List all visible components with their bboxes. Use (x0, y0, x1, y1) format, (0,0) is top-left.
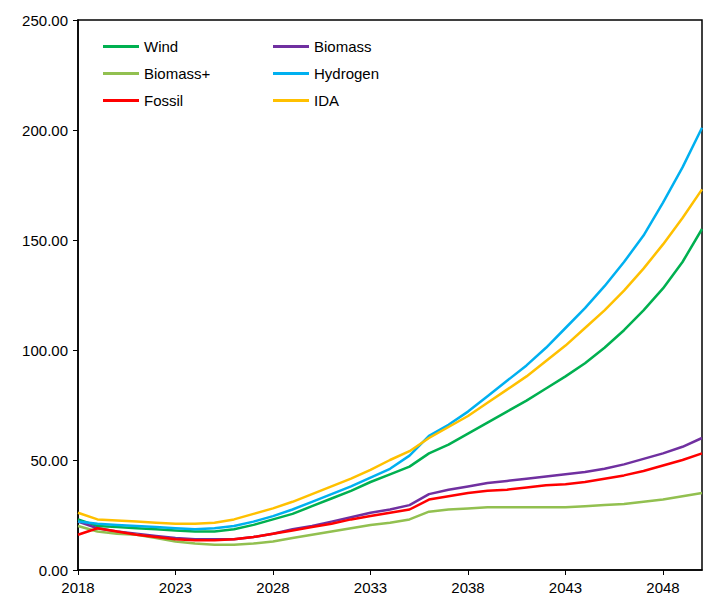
svg-text:2038: 2038 (451, 579, 484, 596)
svg-text:2023: 2023 (159, 579, 192, 596)
svg-text:Wind: Wind (144, 38, 178, 55)
svg-text:2048: 2048 (646, 579, 679, 596)
svg-text:50.00: 50.00 (30, 452, 68, 469)
svg-text:IDA: IDA (314, 92, 339, 109)
svg-text:Biomass: Biomass (314, 38, 372, 55)
svg-text:2033: 2033 (354, 579, 387, 596)
svg-text:Fossil: Fossil (144, 92, 183, 109)
svg-text:2018: 2018 (61, 579, 94, 596)
svg-text:2043: 2043 (549, 579, 582, 596)
svg-text:0.00: 0.00 (39, 562, 68, 579)
svg-text:2028: 2028 (256, 579, 289, 596)
svg-text:Hydrogen: Hydrogen (314, 65, 379, 82)
svg-text:200.00: 200.00 (22, 122, 68, 139)
svg-text:Biomass+: Biomass+ (144, 65, 211, 82)
svg-text:100.00: 100.00 (22, 342, 68, 359)
svg-text:150.00: 150.00 (22, 232, 68, 249)
svg-text:250.00: 250.00 (22, 12, 68, 29)
